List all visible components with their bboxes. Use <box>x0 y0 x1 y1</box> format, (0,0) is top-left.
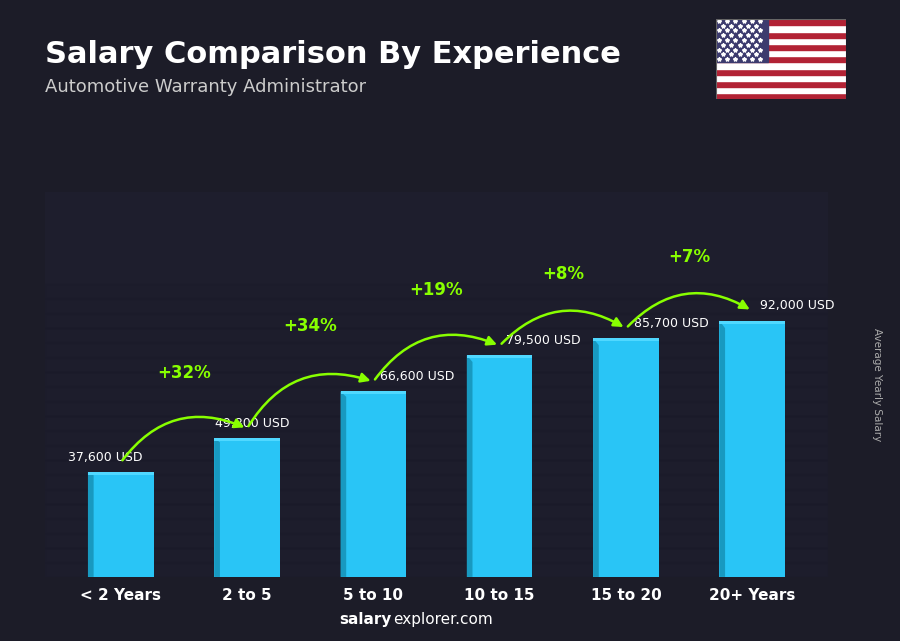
Text: +7%: +7% <box>668 247 710 265</box>
Bar <box>716 62 846 69</box>
Text: Automotive Warranty Administrator: Automotive Warranty Administrator <box>45 78 366 96</box>
Bar <box>88 472 154 577</box>
Bar <box>467 355 533 358</box>
Bar <box>45 343 828 357</box>
Bar <box>340 391 406 577</box>
Bar <box>45 284 828 298</box>
Bar <box>719 320 785 324</box>
Bar <box>716 44 846 50</box>
Bar <box>467 355 533 577</box>
Bar <box>45 548 828 562</box>
Bar <box>716 87 846 93</box>
Bar <box>719 320 785 577</box>
Bar <box>716 56 846 62</box>
Bar <box>716 38 846 44</box>
Bar <box>45 313 828 328</box>
Bar <box>716 26 846 31</box>
Bar <box>45 387 828 401</box>
Bar <box>716 81 846 87</box>
Bar <box>716 19 846 26</box>
Bar <box>45 475 828 489</box>
Bar <box>45 299 828 313</box>
Bar <box>716 75 846 81</box>
Bar <box>45 431 828 445</box>
Bar <box>716 69 846 75</box>
Text: 49,800 USD: 49,800 USD <box>215 417 290 429</box>
Text: Salary Comparison By Experience: Salary Comparison By Experience <box>45 40 621 69</box>
Text: +8%: +8% <box>542 265 584 283</box>
Text: salary: salary <box>339 612 392 627</box>
Polygon shape <box>719 320 725 577</box>
Bar <box>45 358 828 372</box>
Text: Average Yearly Salary: Average Yearly Salary <box>872 328 883 441</box>
Polygon shape <box>593 338 598 577</box>
Text: +32%: +32% <box>157 364 211 382</box>
Text: +19%: +19% <box>410 281 464 299</box>
Bar <box>45 490 828 504</box>
Polygon shape <box>340 391 346 577</box>
Text: 37,600 USD: 37,600 USD <box>68 451 142 463</box>
Bar <box>45 416 828 430</box>
Bar <box>716 19 768 62</box>
Polygon shape <box>88 472 94 577</box>
Text: 92,000 USD: 92,000 USD <box>760 299 834 312</box>
Bar <box>593 338 659 341</box>
Bar <box>45 372 828 387</box>
Bar <box>45 563 828 577</box>
Bar <box>716 31 846 38</box>
Bar <box>45 402 828 415</box>
Bar <box>45 504 828 518</box>
Bar <box>214 438 280 441</box>
Polygon shape <box>214 438 220 577</box>
Bar <box>214 438 280 577</box>
Bar <box>593 338 659 577</box>
Bar <box>716 50 846 56</box>
Bar <box>45 533 828 547</box>
Bar <box>716 93 846 99</box>
Bar <box>340 391 406 394</box>
Text: +34%: +34% <box>284 317 338 335</box>
Text: 66,600 USD: 66,600 USD <box>380 370 454 383</box>
Text: 85,700 USD: 85,700 USD <box>634 317 708 329</box>
Text: 79,500 USD: 79,500 USD <box>506 334 580 347</box>
Bar <box>45 445 828 460</box>
Bar <box>88 472 154 475</box>
Polygon shape <box>467 355 472 577</box>
Text: explorer.com: explorer.com <box>393 612 493 627</box>
Bar <box>45 460 828 474</box>
Bar <box>45 519 828 533</box>
Bar <box>45 328 828 342</box>
